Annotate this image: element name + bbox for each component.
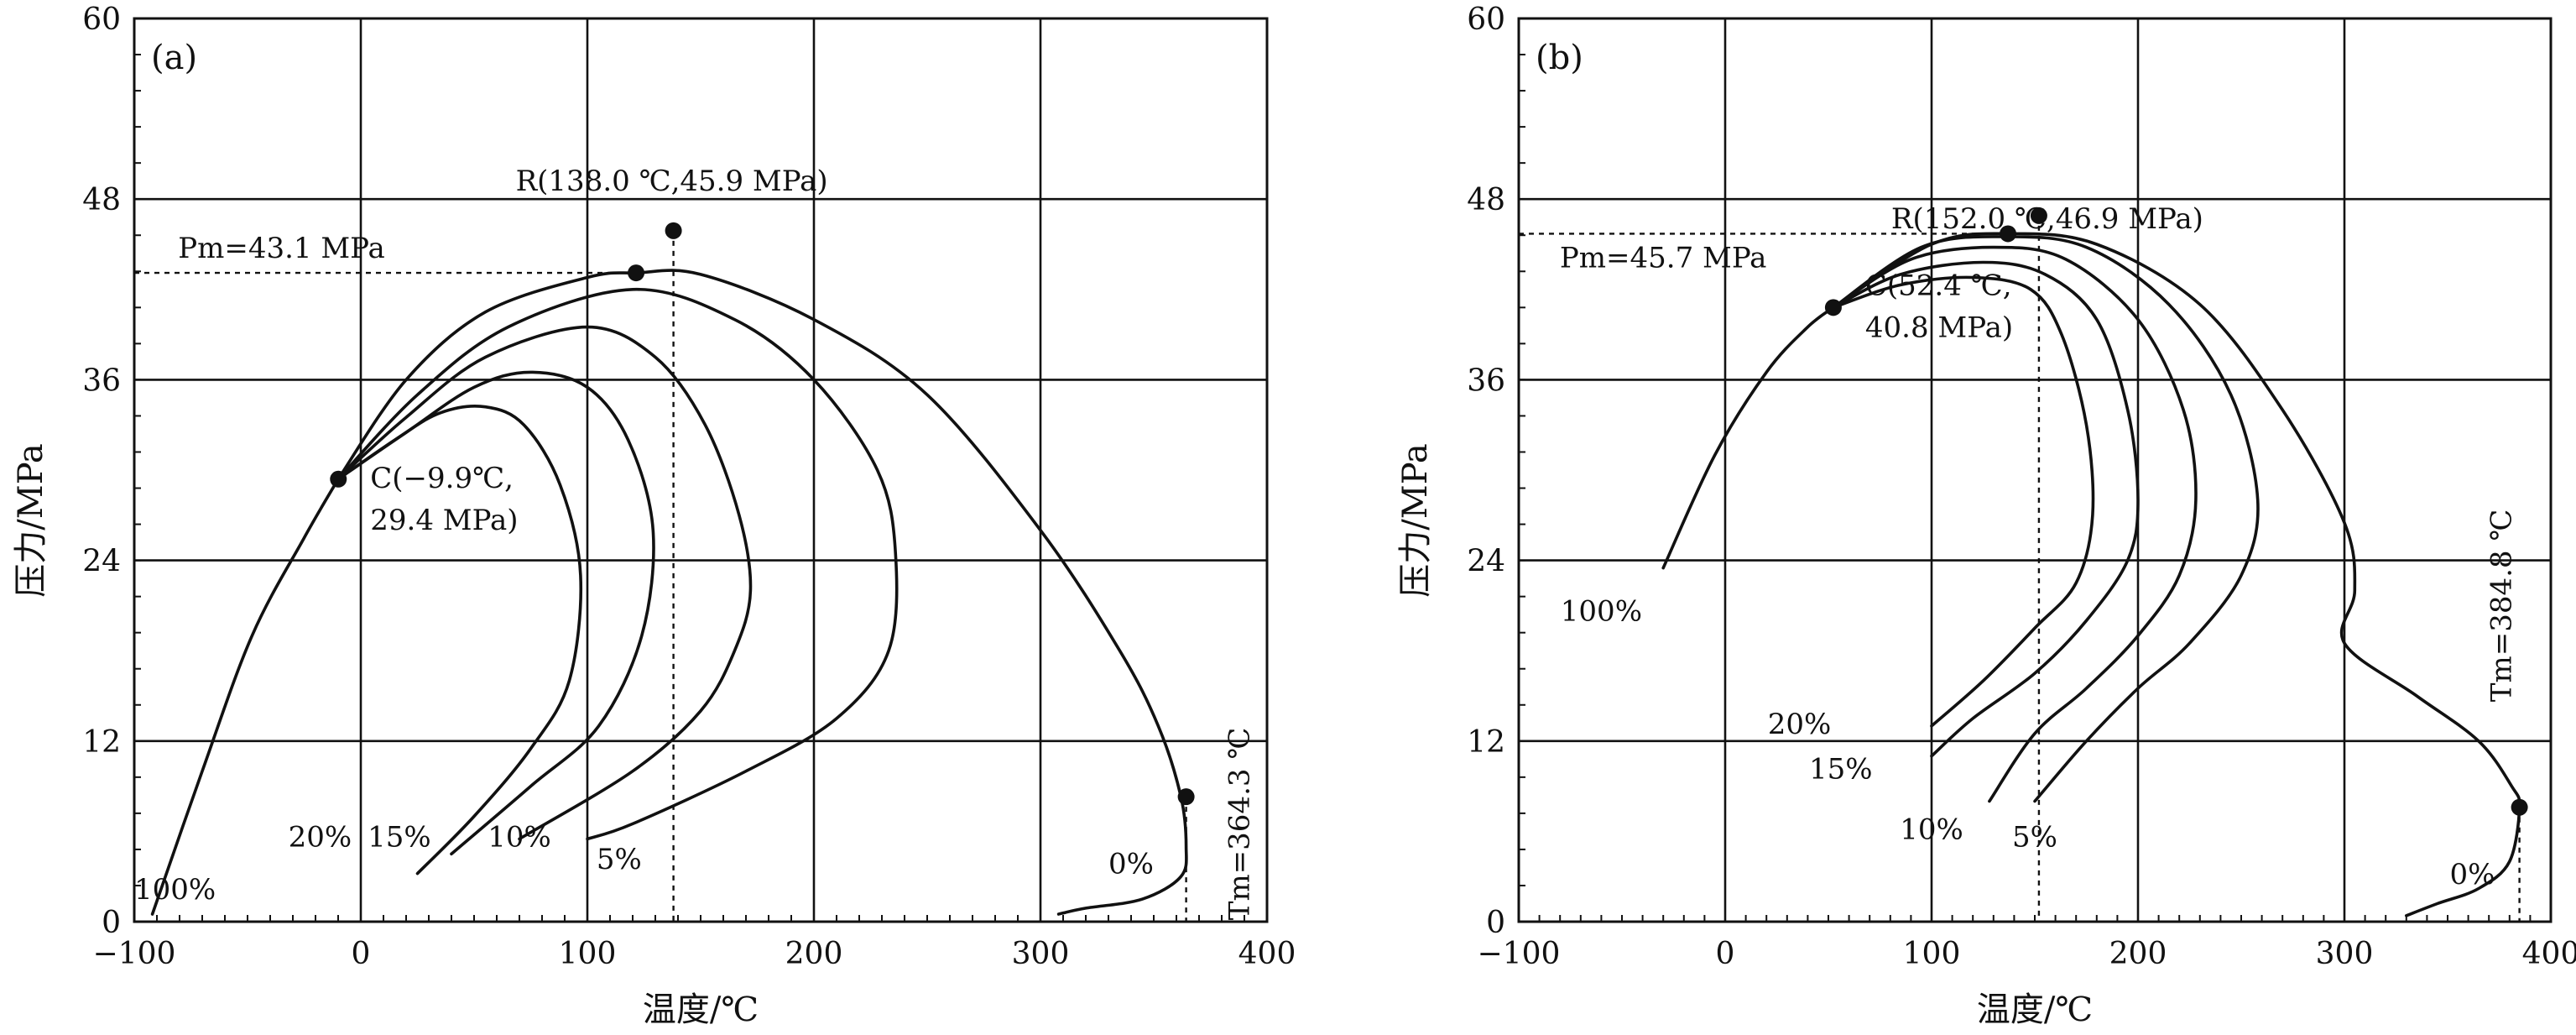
series-curve-20pct bbox=[336, 405, 583, 876]
series-label-100pct: 100% bbox=[1561, 594, 1642, 628]
panel-label: (a) bbox=[151, 39, 197, 77]
series-curve-15pct bbox=[336, 370, 655, 856]
series-curve-5pct bbox=[336, 287, 899, 841]
series-curve-5pct bbox=[1832, 235, 2260, 803]
tm-label: Tm=384.8 ℃ bbox=[2485, 510, 2519, 703]
y-tick-label: 12 bbox=[82, 725, 121, 760]
c-label-line2: 40.8 MPa) bbox=[1865, 311, 2013, 344]
series-curve-10pct bbox=[336, 325, 753, 841]
y-tick-label: 48 bbox=[1467, 183, 1505, 217]
y-axis-label: 压力/MPa bbox=[12, 443, 50, 597]
series-label-10pct: 10% bbox=[1900, 813, 1963, 846]
pm-label: Pm=43.1 MPa bbox=[178, 232, 385, 265]
c-label-line1: C(−9.9℃, bbox=[370, 462, 514, 495]
x-tick-label: 100 bbox=[1903, 937, 1961, 971]
series-label-0pct: 0% bbox=[1108, 848, 1154, 881]
c-label-line2: 29.4 MPa) bbox=[370, 504, 518, 537]
y-tick-label: 36 bbox=[1467, 363, 1505, 398]
series-label-0pct: 0% bbox=[2450, 858, 2495, 891]
point-pm bbox=[628, 264, 645, 282]
r-label: R(152.0 ℃,46.9 MPa) bbox=[1891, 202, 2203, 236]
series-label-20pct: 20% bbox=[1768, 708, 1832, 741]
panel-a-chart: −100 0 100 200 300 40001224364860温度/℃压力/MPa(a… bbox=[12, 3, 1296, 1029]
point-r bbox=[2030, 206, 2047, 224]
x-tick-label: 0 bbox=[352, 937, 371, 971]
series-curve-20pct bbox=[1832, 275, 2095, 728]
series-label-5pct: 5% bbox=[2012, 820, 2057, 854]
y-tick-label: 36 bbox=[82, 363, 121, 398]
y-tick-label: 0 bbox=[1486, 906, 1505, 940]
y-tick-label: 24 bbox=[1467, 545, 1505, 579]
series-label-5pct: 5% bbox=[597, 843, 642, 876]
point-c bbox=[1824, 299, 1842, 316]
series-curve-100pct bbox=[150, 478, 340, 916]
series-label-15pct: 15% bbox=[1809, 753, 1873, 787]
series-curve-0pct bbox=[1832, 232, 2521, 917]
x-tick-label: −100 bbox=[93, 937, 176, 971]
point-c bbox=[330, 470, 347, 488]
y-tick-label: 24 bbox=[82, 545, 121, 579]
series-label-10pct: 10% bbox=[488, 820, 551, 854]
x-tick-label: 200 bbox=[2109, 937, 2167, 971]
y-tick-label: 0 bbox=[102, 906, 121, 940]
y-tick-label: 60 bbox=[1467, 3, 1505, 37]
x-tick-label: 200 bbox=[785, 937, 843, 971]
series-curve-0pct bbox=[336, 269, 1188, 916]
plot-frame bbox=[133, 17, 1269, 923]
panel-label: (b) bbox=[1536, 39, 1583, 77]
panel-b-chart: −100 0 100 200 300 40001224364860温度/℃压力/MPa(b… bbox=[1396, 3, 2576, 1029]
r-label: R(138.0 ℃,45.9 MPa) bbox=[516, 165, 828, 198]
point-r bbox=[665, 222, 682, 239]
x-tick-label: −100 bbox=[1478, 937, 1561, 971]
point-tm bbox=[2511, 798, 2528, 816]
point-pm bbox=[2000, 225, 2017, 243]
point-tm bbox=[1177, 788, 1195, 806]
x-axis-label: 温度/℃ bbox=[643, 991, 759, 1029]
series-label-20pct: 20% bbox=[289, 820, 352, 854]
x-tick-label: 100 bbox=[559, 937, 617, 971]
c-label-line1: C(52.4 ℃, bbox=[1865, 269, 2012, 302]
x-tick-label: 0 bbox=[1716, 937, 1735, 971]
y-axis-label: 压力/MPa bbox=[1396, 443, 1435, 597]
x-tick-label: 400 bbox=[1238, 937, 1296, 971]
x-tick-label: 300 bbox=[2316, 937, 2374, 971]
plot-frame bbox=[1517, 17, 2553, 923]
x-tick-label: 300 bbox=[1012, 937, 1070, 971]
x-axis-label: 温度/℃ bbox=[1977, 991, 2093, 1029]
series-label-100pct: 100% bbox=[134, 873, 216, 907]
y-tick-label: 48 bbox=[82, 183, 121, 217]
series-label-15pct: 15% bbox=[368, 820, 431, 854]
tm-label: Tm=364.3 ℃ bbox=[1223, 728, 1257, 921]
series-curve-100pct bbox=[1661, 306, 1835, 570]
pm-label: Pm=45.7 MPa bbox=[1560, 241, 1767, 274]
y-tick-label: 12 bbox=[1467, 725, 1505, 760]
y-tick-label: 60 bbox=[82, 3, 121, 37]
series-curve-10pct bbox=[1832, 245, 2198, 803]
x-tick-label: 400 bbox=[2522, 937, 2576, 971]
series-curve-15pct bbox=[1832, 260, 2140, 758]
